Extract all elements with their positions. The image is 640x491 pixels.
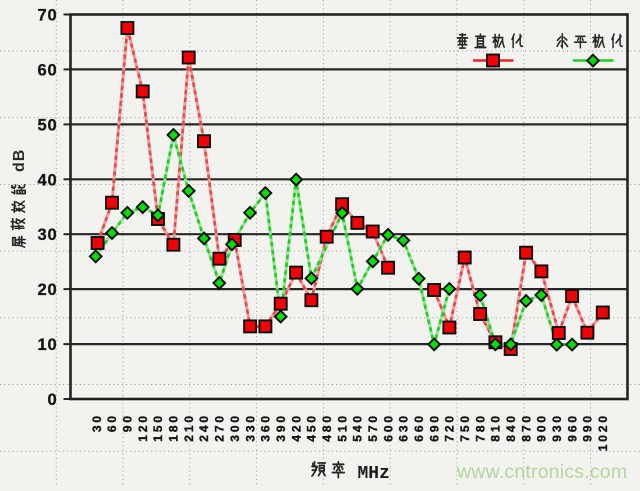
svg-text:510: 510 — [335, 413, 349, 442]
svg-text:30: 30 — [38, 226, 58, 244]
svg-text:MHz: MHz — [358, 464, 390, 484]
svg-text:30: 30 — [90, 413, 104, 432]
svg-text:90: 90 — [121, 413, 135, 432]
svg-text:dB: dB — [11, 149, 28, 172]
svg-text:870: 870 — [519, 413, 533, 442]
svg-text:20: 20 — [38, 281, 58, 299]
svg-text:50: 50 — [38, 116, 58, 134]
svg-text:660: 660 — [412, 413, 426, 442]
svg-text:150: 150 — [151, 413, 165, 442]
svg-text:210: 210 — [182, 413, 196, 442]
svg-text:270: 270 — [213, 413, 227, 442]
svg-text:840: 840 — [504, 413, 518, 442]
svg-text:300: 300 — [228, 413, 242, 442]
svg-text:720: 720 — [443, 413, 457, 442]
svg-text:570: 570 — [366, 413, 380, 442]
svg-text:0: 0 — [48, 391, 58, 409]
svg-text:960: 960 — [565, 413, 579, 442]
svg-text:1020: 1020 — [596, 413, 610, 451]
svg-text:70: 70 — [38, 7, 58, 25]
svg-text:810: 810 — [489, 413, 503, 442]
svg-text:900: 900 — [535, 413, 549, 442]
svg-text:120: 120 — [136, 413, 150, 442]
svg-text:360: 360 — [259, 413, 273, 442]
svg-text:40: 40 — [38, 171, 58, 189]
svg-text:www.cntronics.com: www.cntronics.com — [456, 461, 627, 483]
svg-text:180: 180 — [167, 413, 181, 442]
svg-text:60: 60 — [105, 413, 119, 432]
svg-text:690: 690 — [427, 413, 441, 442]
svg-text:60: 60 — [38, 61, 58, 79]
svg-text:390: 390 — [274, 413, 288, 442]
svg-text:10: 10 — [38, 336, 58, 354]
svg-text:420: 420 — [289, 413, 303, 442]
svg-text:450: 450 — [305, 413, 319, 442]
svg-text:330: 330 — [243, 413, 257, 442]
svg-text:540: 540 — [351, 413, 365, 442]
svg-text:780: 780 — [473, 413, 487, 442]
svg-text:630: 630 — [397, 413, 411, 442]
svg-text:930: 930 — [550, 413, 564, 442]
svg-text:240: 240 — [197, 413, 211, 442]
svg-text:600: 600 — [381, 413, 395, 442]
svg-text:480: 480 — [320, 413, 334, 442]
svg-text:750: 750 — [458, 413, 472, 442]
svg-text:990: 990 — [581, 413, 595, 442]
